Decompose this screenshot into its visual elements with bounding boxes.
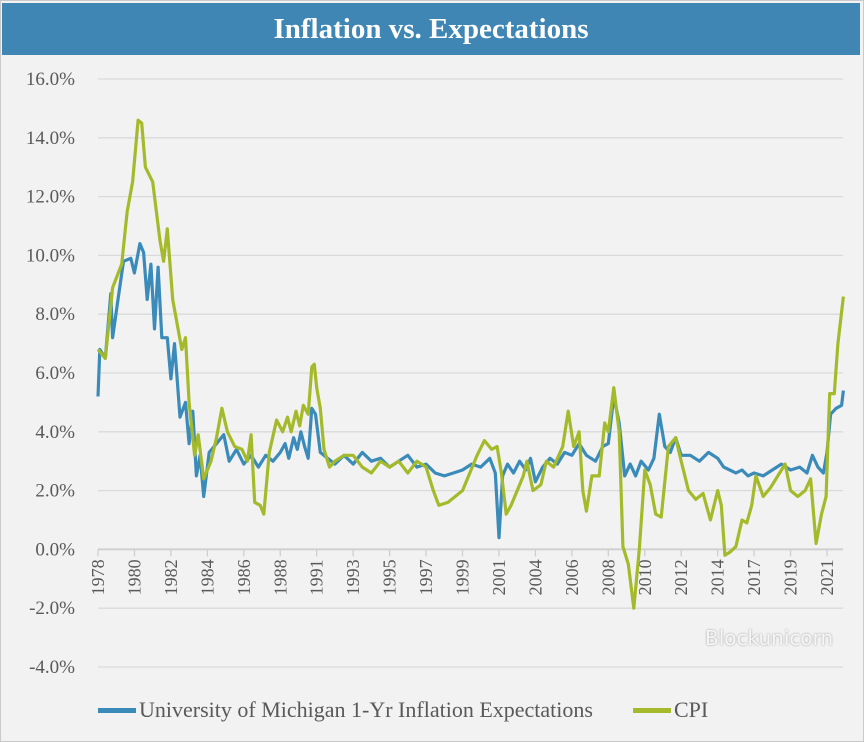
x-tick-label: 1982 [161,559,181,595]
chart-title: Inflation vs. Expectations [273,12,589,45]
legend-swatch-cpi [632,707,671,713]
series-line-michigan [96,242,845,540]
y-tick-label: -4.0% [29,657,75,678]
y-tick-label: 2.0% [35,481,75,502]
x-tick-label: 2019 [781,559,801,595]
y-tick-label: 14.0% [26,128,75,149]
y-tick-label: 6.0% [35,363,75,384]
x-tick-label: 2021 [817,559,837,595]
x-tick-label: 2012 [671,559,691,595]
x-tick-label: 1997 [416,559,436,595]
x-tick-label: 2017 [744,559,764,595]
x-tick-label: 2001 [489,559,509,595]
y-tick-label: -2.0% [29,598,75,619]
x-tick-label: 2006 [562,559,582,595]
x-tick-label: 1999 [453,559,473,595]
legend-label-michigan: University of Michigan 1-Yr Inflation Ex… [139,697,593,722]
x-tick-label: 1986 [234,559,254,595]
legend-label-cpi: CPI [673,697,709,722]
legend: University of Michigan 1-Yr Inflation Ex… [98,697,708,723]
x-tick-label: 1980 [124,559,144,595]
x-tick-label: 2014 [708,559,728,595]
watermark: Blockunicorn [705,626,834,650]
y-tick-label: 16.0% [26,69,75,90]
x-tick-label: 2004 [525,559,545,595]
x-tick-label: 1995 [380,559,400,595]
x-tick-label: 1984 [197,559,217,595]
legend-swatch-michigan [98,707,136,713]
y-tick-label: 8.0% [35,304,75,325]
x-tick-label: 1978 [88,559,108,595]
y-tick-label: 0.0% [35,539,75,560]
title-bar: Inflation vs. Expectations [2,3,860,55]
y-tick-label: 10.0% [26,245,75,266]
x-tick-label: 1993 [343,559,363,595]
x-tick-label: 1988 [270,559,290,595]
y-tick-label: 12.0% [26,187,75,208]
y-tick-label: 4.0% [35,422,75,443]
x-tick-label: 2008 [598,559,618,595]
x-tick-label: 2010 [635,559,655,595]
series-line-cpi [96,118,845,610]
x-tick-label: 1991 [307,559,327,595]
